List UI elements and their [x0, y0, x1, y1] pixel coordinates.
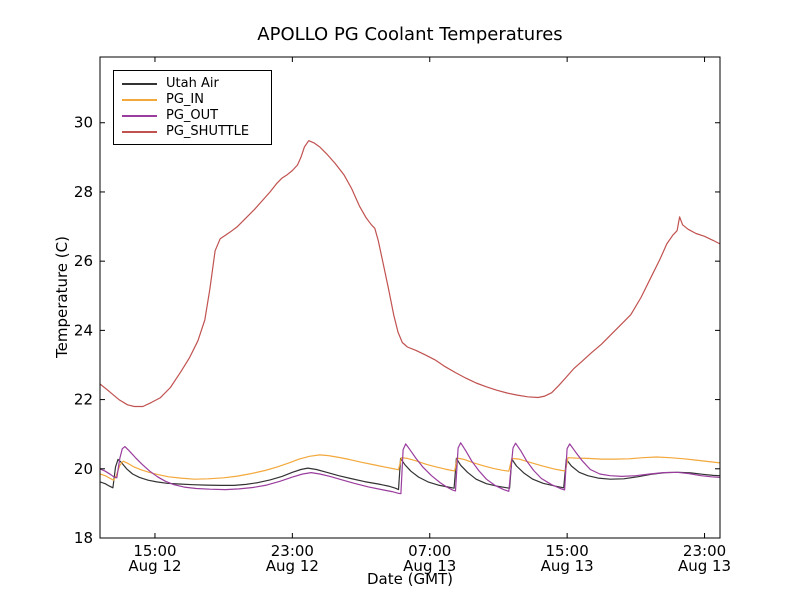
y-tick-label: 30	[74, 114, 93, 132]
x-tick-label-date: Aug 13	[541, 557, 594, 575]
x-tick-label-time: 23:00	[683, 542, 726, 560]
legend: Utah Air PG_IN PG_OUT PG_SHUTTLE	[113, 70, 272, 145]
x-axis-label: Date (GMT)	[366, 570, 454, 588]
x-tick-label-time: 23:00	[271, 542, 314, 560]
x-tick-label-date: Aug 12	[128, 557, 181, 575]
x-tick-label-date: Aug 12	[266, 557, 319, 575]
pg-in-line-swatch	[122, 99, 157, 101]
series-line-pg-shuttle	[100, 140, 720, 408]
legend-item-utah-air: Utah Air	[122, 76, 265, 92]
y-tick-label: 26	[74, 252, 93, 270]
series-line-pg-in	[100, 454, 720, 481]
utah-air-line-swatch	[122, 83, 157, 85]
chart-title: APOLLO PG Coolant Temperatures	[257, 24, 563, 45]
legend-label: Utah Air	[166, 76, 219, 91]
legend-label: PG_SHUTTLE	[166, 124, 250, 139]
y-tick-label: 20	[74, 460, 93, 478]
x-tick-label-date: Aug 13	[403, 557, 456, 575]
legend-item-pg-in: PG_IN	[122, 92, 265, 108]
legend-item-pg-out: PG_OUT	[122, 108, 265, 124]
pg-shuttle-line-swatch	[122, 131, 157, 133]
y-tick-label: 28	[74, 183, 93, 201]
x-tick-label-time: 07:00	[408, 542, 451, 560]
series-line-pg-out	[100, 442, 720, 495]
series-group	[100, 140, 720, 495]
x-tick-label-date: Aug 13	[678, 557, 731, 575]
series-line-utah-air	[100, 457, 720, 491]
legend-label: PG_OUT	[166, 108, 219, 123]
plot-border	[99, 56, 721, 539]
x-tick-label-time: 15:00	[546, 542, 589, 560]
legend-label: PG_IN	[166, 92, 204, 107]
pg-out-line-swatch	[122, 115, 157, 117]
y-tick-label: 24	[74, 321, 93, 339]
y-axis-label: Temperature (C)	[53, 236, 71, 358]
y-tick-label: 18	[74, 529, 93, 547]
legend-item-pg-shuttle: PG_SHUTTLE	[122, 124, 265, 140]
x-tick-label-time: 15:00	[133, 542, 176, 560]
y-tick-label: 22	[74, 391, 93, 409]
